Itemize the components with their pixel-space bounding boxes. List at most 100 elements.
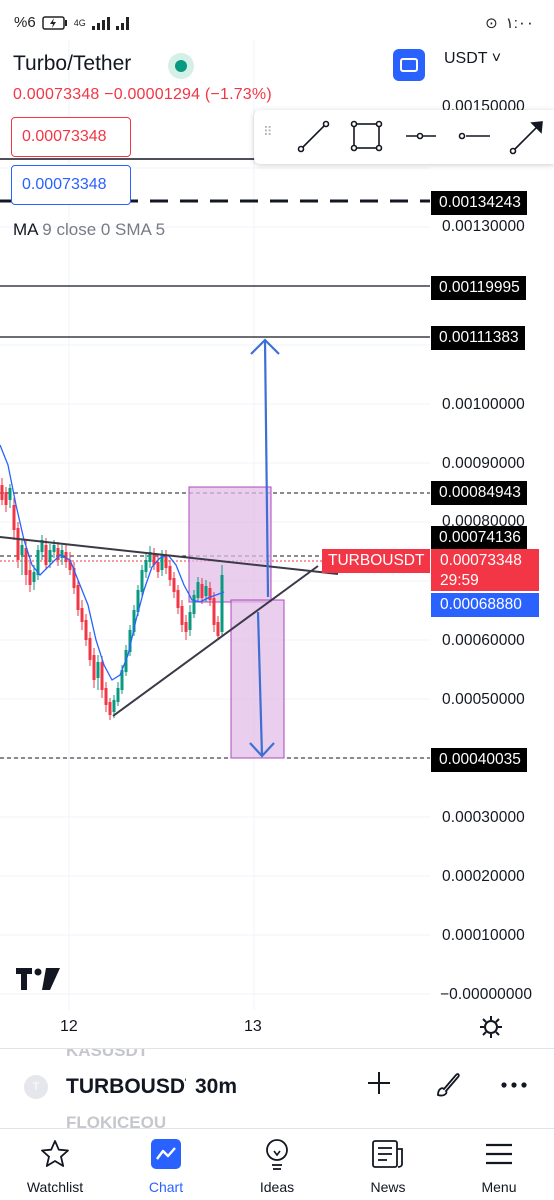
chart-canvas[interactable] <box>0 40 554 1048</box>
candle-body <box>128 630 132 652</box>
candle-body <box>4 492 8 505</box>
y-tick: 0.00010000 <box>442 927 525 944</box>
symbol-logo-icon: T <box>24 1075 48 1099</box>
add-icon[interactable] <box>365 1069 393 1105</box>
nav-ideas[interactable]: Ideas <box>227 1135 327 1195</box>
arrow-line-icon <box>509 121 543 155</box>
candle-body <box>32 572 36 582</box>
candle-body <box>200 584 204 598</box>
chart-settings-icon[interactable] <box>480 1016 502 1044</box>
triangle-lower-line <box>112 565 319 717</box>
level-tag-074[interactable]: 0.00074136 <box>431 526 527 550</box>
candle-body <box>112 700 116 712</box>
fullscreen-button[interactable] <box>393 49 425 81</box>
candle-body <box>212 598 216 625</box>
candle-body <box>12 505 16 530</box>
symbol-price-label: TURBOUSDT <box>322 549 431 573</box>
candle-body <box>184 622 188 632</box>
candle-body <box>80 608 84 622</box>
candle-body <box>216 622 220 636</box>
nav-news[interactable]: News <box>338 1135 438 1195</box>
nav-chart[interactable]: Chart <box>116 1135 216 1195</box>
arrow-down <box>249 611 275 758</box>
y-tick: 0.00050000 <box>442 691 525 708</box>
candle-body <box>132 610 136 632</box>
more-options-icon[interactable] <box>499 1069 529 1107</box>
market-open-indicator <box>168 53 194 79</box>
moving-average-line <box>0 444 225 681</box>
candle-body <box>76 585 80 610</box>
indicator-params: 9 close 0 SMA 5 <box>42 220 166 239</box>
indicator-legend[interactable]: MA 9 close 0 SMA 5 <box>13 220 165 240</box>
nav-watchlist-label: Watchlist <box>26 1179 84 1195</box>
nav-news-label: News <box>370 1179 406 1195</box>
candle-body <box>152 554 156 565</box>
candle-body <box>16 528 20 560</box>
candle-body <box>64 552 68 562</box>
x-tick: 12 <box>60 1018 78 1035</box>
candle-body <box>40 540 44 552</box>
candle-body <box>60 550 64 558</box>
buy-level-tag: 0.00068880 <box>431 593 539 617</box>
brush-icon[interactable] <box>432 1069 462 1107</box>
candle-body <box>144 560 148 572</box>
nav-menu[interactable]: Menu <box>449 1135 549 1195</box>
candle-body <box>52 545 56 552</box>
candle-body <box>196 582 200 598</box>
x-tick: 13 <box>244 1018 262 1035</box>
currency-selector[interactable]: USDT ˅ <box>444 50 502 67</box>
chart-area[interactable]: 0.00150000 0.00130000 0.00100000 0.00090… <box>0 40 554 1048</box>
candle-body <box>20 545 24 555</box>
candle-body <box>84 620 88 640</box>
candle-body <box>156 562 160 572</box>
sell-button[interactable]: 0.00073348 <box>11 117 131 157</box>
candle-body <box>176 590 180 608</box>
candle-body <box>208 588 212 600</box>
candle-body <box>24 548 28 575</box>
buy-button[interactable]: 0.00073348 <box>11 165 131 205</box>
candle-body <box>180 606 184 625</box>
nav-menu-label: Menu <box>481 1179 517 1195</box>
candle-body <box>204 586 208 596</box>
candle-body <box>96 662 100 678</box>
nav-chart-label: Chart <box>148 1179 184 1195</box>
current-price-value: 0.00073348 <box>440 552 522 569</box>
candle-body <box>164 556 168 568</box>
candle-body <box>192 595 196 614</box>
level-tag-085[interactable]: 0.00084943 <box>431 481 527 505</box>
candle-body <box>48 550 52 562</box>
level-tag-111[interactable]: 0.00111383 <box>431 326 525 350</box>
battery-icon <box>41 15 67 30</box>
candle-body <box>44 545 48 565</box>
tradingview-logo-icon <box>16 966 60 997</box>
level-tag-134[interactable]: 0.00134243 <box>431 191 527 215</box>
drag-handle-icon[interactable]: ⠿ <box>263 124 273 139</box>
candle-body <box>220 575 224 632</box>
level-tag-120[interactable]: 0.00119995 <box>431 276 526 300</box>
candle-body <box>68 560 72 570</box>
previous-symbol[interactable]: KASUSDT <box>66 1048 149 1060</box>
candle-body <box>136 590 140 612</box>
candle-body <box>108 702 112 715</box>
nav-ideas-label: Ideas <box>259 1179 295 1195</box>
nav-watchlist[interactable]: Watchlist <box>5 1135 105 1195</box>
rectangle-icon <box>350 120 383 152</box>
candle-body <box>168 566 172 580</box>
symbol-name[interactable]: TURBOUSDT <box>66 1075 186 1098</box>
pair-title[interactable]: Turbo/Tether <box>13 52 132 75</box>
symbol-bar[interactable]: KASUSDT T TURBOUSDT 30m FLOKICEOU <box>0 1048 554 1128</box>
network-type: 4G <box>73 17 86 28</box>
level-tag-040[interactable]: 0.00040035 <box>431 748 527 772</box>
signal-icon <box>91 16 129 30</box>
chart-icon <box>116 1135 216 1173</box>
drawing-toolbar: ⠿ <box>254 110 554 164</box>
next-symbol[interactable]: FLOKICEOU <box>66 1113 167 1128</box>
y-tick: 0.00060000 <box>442 632 525 649</box>
horizontal-line-icon <box>458 132 490 140</box>
candle-body <box>104 688 108 705</box>
timeframe-selector[interactable]: 30m <box>195 1075 238 1098</box>
candle-body <box>120 670 124 690</box>
alarm-icon: ⊙ <box>485 15 498 32</box>
indicator-name: MA <box>13 220 38 239</box>
fullscreen-icon <box>400 58 418 72</box>
